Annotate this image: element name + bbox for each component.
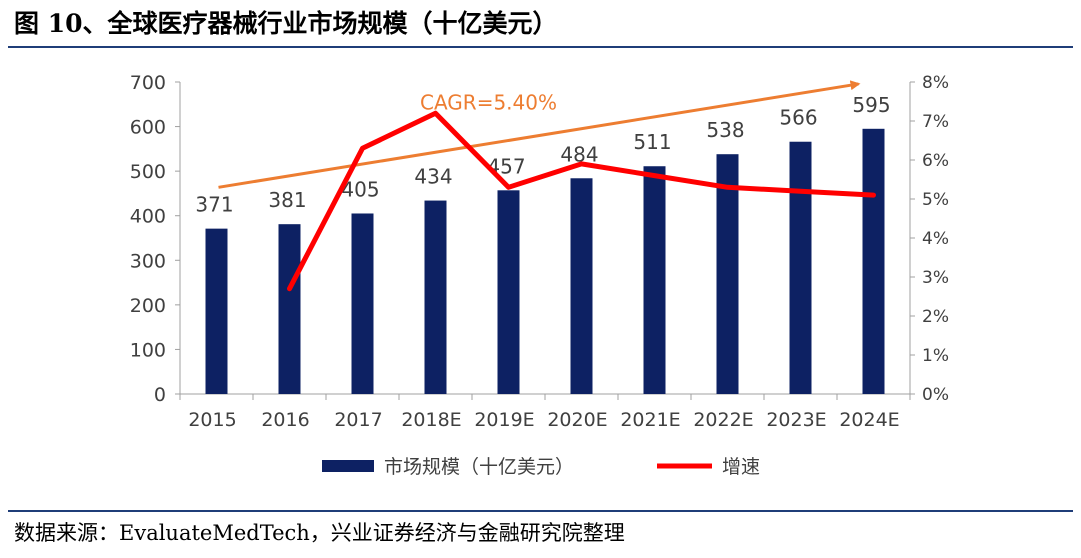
growth-rate-point-2018E [433, 111, 438, 116]
bar-data-label: 566 [779, 106, 817, 130]
bar-data-label: 511 [633, 130, 671, 154]
source-note: 数据来源：EvaluateMedTech，兴业证券经济与金融研究院整理 [14, 521, 625, 545]
bar-data-label: 371 [195, 193, 233, 217]
cagr-label: CAGR=5.40% [420, 90, 557, 114]
right-axis-tick-label: 1% [922, 346, 949, 366]
growth-rate-point-2024E [871, 193, 876, 198]
right-axis-tick-label: 2% [922, 307, 949, 327]
left-axis-tick-label: 200 [130, 295, 166, 317]
growth-rate-point-2020E [579, 161, 584, 166]
right-axis-tick-label: 4% [922, 229, 949, 249]
bar-2022E [716, 154, 739, 394]
left-axis-tick-label: 300 [130, 250, 166, 272]
figure-title: 图 10、全球医疗器械行业市场规模（十亿美元） [14, 9, 558, 38]
x-axis-tick-label: 2018E [401, 409, 461, 431]
bar-data-label: 595 [852, 93, 890, 117]
growth-rate-point-2022E [725, 185, 730, 190]
right-axis-tick-label: 0% [922, 385, 949, 405]
right-axis-tick-label: 6% [922, 151, 949, 171]
bar-2020E [570, 178, 593, 394]
x-axis-tick-label: 2021E [620, 409, 680, 431]
bar-2018E [424, 200, 447, 394]
x-axis-tick-label: 2023E [766, 409, 826, 431]
bar-2019E [497, 190, 520, 394]
right-axis-tick-label: 3% [922, 268, 949, 288]
left-axis-tick-label: 100 [130, 339, 166, 361]
growth-rate-point-2023E [798, 189, 803, 194]
top-divider [8, 46, 1073, 48]
bar-2023E [789, 141, 812, 394]
growth-rate-point-2016 [287, 286, 292, 291]
bar-2017 [351, 213, 374, 394]
x-axis-tick-label: 2017 [334, 409, 382, 431]
bar-data-label: 538 [706, 118, 744, 142]
x-axis-tick-label: 2015 [188, 409, 236, 431]
x-axis-tick-label: 2016 [261, 409, 309, 431]
growth-rate-point-2019E [506, 185, 511, 190]
legend-label-market-size: 市场规模（十亿美元） [384, 456, 574, 478]
right-axis-tick-label: 5% [922, 190, 949, 210]
left-axis-tick-label: 500 [130, 161, 166, 183]
bar-2024E [862, 128, 885, 395]
left-axis-tick-label: 600 [130, 117, 166, 139]
bar-2021E [643, 166, 666, 394]
bottom-divider [8, 510, 1073, 512]
cagr-arrow [218, 80, 861, 189]
bar-data-label: 381 [268, 188, 306, 212]
legend-swatch-bar [322, 460, 374, 472]
right-axis-tick-label: 7% [922, 112, 949, 132]
right-axis-tick-label: 8% [922, 73, 949, 93]
x-axis-tick-label: 2020E [547, 409, 607, 431]
left-axis-tick-label: 700 [130, 72, 166, 94]
x-axis-tick-label: 2024E [839, 409, 899, 431]
bar-2016 [278, 224, 301, 394]
left-axis-tick-label: 0 [154, 384, 166, 406]
bar-2015 [205, 228, 228, 394]
legend-label-growth: 增速 [722, 456, 760, 478]
growth-rate-point-2017 [360, 146, 365, 151]
x-axis-tick-label: 2022E [693, 409, 753, 431]
bar-data-label: 434 [414, 165, 452, 189]
x-axis-tick-label: 2019E [474, 409, 534, 431]
left-axis-tick-label: 400 [130, 206, 166, 228]
growth-rate-point-2021E [652, 173, 657, 178]
chart: 0 100 200 300 400 500 600 700 0% 1% 2% 3% 4% 5% 6% 7% 8%… [130, 72, 949, 478]
